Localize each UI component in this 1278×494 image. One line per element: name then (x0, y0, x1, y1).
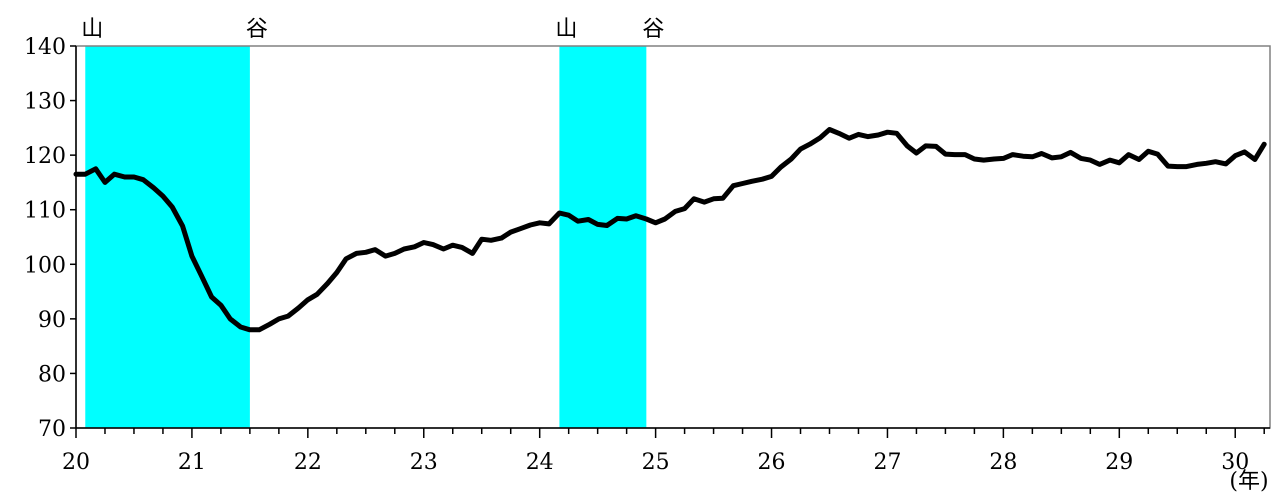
x-tick-label: 25 (642, 450, 670, 475)
x-tick-label: 30 (1221, 450, 1249, 475)
x-axis-ticks: 20 21 22 23 24 25 26 27 28 29 30 (62, 428, 1265, 475)
cycle-trough-label: 谷 (246, 17, 268, 42)
x-tick-label: 27 (873, 450, 901, 475)
x-tick-label: 23 (410, 450, 438, 475)
series-line (73, 127, 1267, 333)
recession-band (559, 46, 647, 428)
x-tick-label: 26 (758, 450, 786, 475)
x-tick-label: 21 (178, 450, 206, 475)
y-tick-label: 80 (38, 362, 66, 387)
y-tick-label: 130 (24, 90, 66, 115)
y-axis-ticks: 70 80 90 100 110 120 130 140 (24, 35, 76, 442)
cycle-labels: 山谷山谷 (81, 17, 664, 42)
x-tick-label: 24 (526, 450, 554, 475)
y-tick-label: 90 (38, 308, 66, 333)
cycle-trough-label: 谷 (642, 17, 664, 42)
y-tick-label: 100 (24, 253, 66, 278)
x-tick-label: 20 (62, 450, 90, 475)
cycle-peak-label: 山 (81, 17, 103, 42)
x-tick-label: 29 (1105, 450, 1133, 475)
y-tick-label: 110 (24, 199, 66, 224)
recession-band (85, 46, 250, 428)
x-tick-label: 22 (294, 450, 322, 475)
y-tick-label: 140 (24, 35, 66, 60)
cycle-peak-label: 山 (555, 17, 577, 42)
y-tick-label: 120 (24, 144, 66, 169)
x-tick-label: 28 (989, 450, 1017, 475)
recession-bands (85, 46, 647, 428)
x-axis-title: (年) (1229, 469, 1268, 494)
plot-area-frame (75, 45, 1271, 429)
y-tick-label: 70 (38, 417, 66, 442)
